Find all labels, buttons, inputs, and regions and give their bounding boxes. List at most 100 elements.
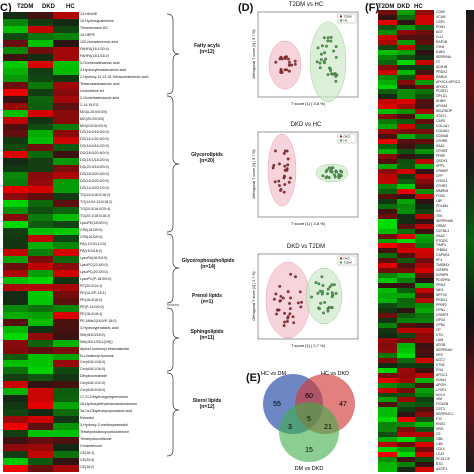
row-label: CP	[436, 327, 441, 332]
row-label: DG(18:0/20:4/0:0)	[80, 151, 109, 156]
heatmap-cell	[53, 409, 79, 417]
class-label-glycerolipids: Glycerolipids (n=20)	[177, 152, 237, 164]
row-label: ADH1B	[436, 64, 448, 69]
heatmap-cell	[53, 276, 79, 285]
heatmap-cell	[378, 288, 398, 294]
row-label: DG(18:1/18:2/0:0)	[80, 158, 109, 163]
score-point	[330, 295, 334, 299]
heatmap-cell	[415, 188, 435, 195]
heatmap-cell	[53, 109, 79, 118]
heatmap-cell	[415, 238, 435, 244]
heatmap-cell	[3, 102, 29, 111]
heatmap-cell	[378, 327, 398, 334]
heatmap-cell	[378, 119, 398, 125]
heatmap-cell	[415, 278, 435, 284]
heatmap-cell	[415, 164, 435, 170]
heatmap-cell	[28, 297, 54, 306]
heatmap-cell	[415, 193, 435, 200]
heatmap-cell	[396, 208, 416, 215]
score-point	[292, 321, 296, 325]
heatmap-cell	[3, 367, 29, 375]
row-label: RAP1B	[436, 39, 448, 44]
row-label: 13-HDoHE	[80, 12, 98, 16]
heatmap-cell	[53, 12, 79, 20]
score-point	[287, 180, 291, 184]
class-count: (n=1)	[200, 299, 214, 305]
heatmap-cell	[3, 290, 29, 299]
row-label: SM(d18:0/18:0)	[80, 332, 105, 337]
heatmap-cell	[415, 402, 435, 408]
row-label: SERPINC1	[436, 412, 453, 417]
heatmap-cell	[415, 397, 435, 403]
heatmap-cell	[53, 318, 79, 327]
heatmap-cell	[3, 430, 29, 438]
row-label: LCAT	[436, 452, 445, 457]
heatmap-cell	[28, 304, 54, 313]
heatmap-cell	[28, 18, 54, 27]
row-label: 16-Hydroxydehydroisoandrosterone	[80, 402, 138, 407]
heatmap-cell	[378, 64, 398, 71]
row-label: PDLIM1	[436, 203, 449, 208]
row-label: PDGFD	[436, 89, 448, 94]
heatmap-cell	[396, 129, 416, 135]
score-point	[283, 320, 287, 324]
score-point	[300, 300, 303, 304]
score-point	[274, 60, 278, 64]
heatmap-cell	[415, 382, 435, 389]
heatmap-cell	[28, 151, 54, 159]
score-point	[334, 55, 338, 59]
score-point	[330, 291, 334, 295]
heatmap-cell	[415, 273, 435, 279]
heatmap-cell	[396, 109, 416, 115]
row-label: Tetracosahexaenoic acid	[80, 81, 120, 86]
heatmap-cell	[396, 352, 416, 359]
row-label: CPA(16:0/0:0)	[80, 235, 103, 240]
heatmap-cell	[53, 151, 79, 159]
row-label: COL1A1	[436, 124, 450, 129]
row-label: APOB	[436, 342, 446, 347]
score-point	[291, 315, 295, 319]
row-label: LysoPC(22:4/0:0)	[80, 262, 108, 267]
heatmap-cell	[3, 458, 29, 466]
heatmap-cell	[415, 427, 435, 433]
heatmap-cell	[378, 54, 398, 61]
class-name: Glycerolipids	[191, 152, 223, 158]
heatmap-cell	[396, 427, 416, 433]
heatmap-cell	[415, 19, 435, 26]
venn-set-label-dm-vs-dkd: DM vs DKD	[295, 466, 324, 472]
row-label: HRG	[436, 427, 444, 432]
heatmap-cell	[3, 318, 29, 327]
heatmap-cell	[378, 193, 398, 200]
heatmap-cell	[396, 372, 416, 379]
row-label: F2	[436, 59, 440, 64]
heatmap-cell	[53, 248, 79, 257]
heatmap-cell	[28, 158, 54, 166]
points-group	[271, 149, 344, 194]
heatmap-cell	[378, 173, 398, 180]
row-label: MYL9	[436, 392, 445, 397]
row-label: AGT	[436, 29, 443, 34]
heatmap-cell	[396, 238, 416, 244]
heatmap-cell	[3, 444, 29, 452]
heatmap-cell	[53, 165, 79, 173]
heatmap-cell	[28, 130, 54, 138]
score-point	[326, 287, 330, 291]
row-label: CHI3L1	[436, 178, 448, 183]
row-label: CFHR5	[436, 139, 448, 144]
heatmap-cell	[53, 444, 79, 452]
heatmap-cell	[415, 258, 435, 264]
heatmap-cell	[415, 462, 435, 468]
heatmap-cell	[28, 74, 54, 83]
heatmap-cell	[3, 81, 29, 90]
heatmap-cell	[3, 235, 29, 243]
heatmap-cell	[28, 186, 54, 194]
row-label: S100A8	[436, 134, 449, 139]
score-point	[279, 68, 283, 71]
heatmap-cell	[53, 158, 79, 166]
heatmap-cell	[378, 154, 398, 160]
plot-title-t2dm-vs-hc: T2DM vs HC	[288, 2, 324, 8]
heatmap-cell	[396, 79, 416, 85]
heatmap-cell	[28, 444, 54, 452]
class-count: (n=20)	[199, 158, 215, 164]
heatmap-cell	[53, 297, 79, 306]
